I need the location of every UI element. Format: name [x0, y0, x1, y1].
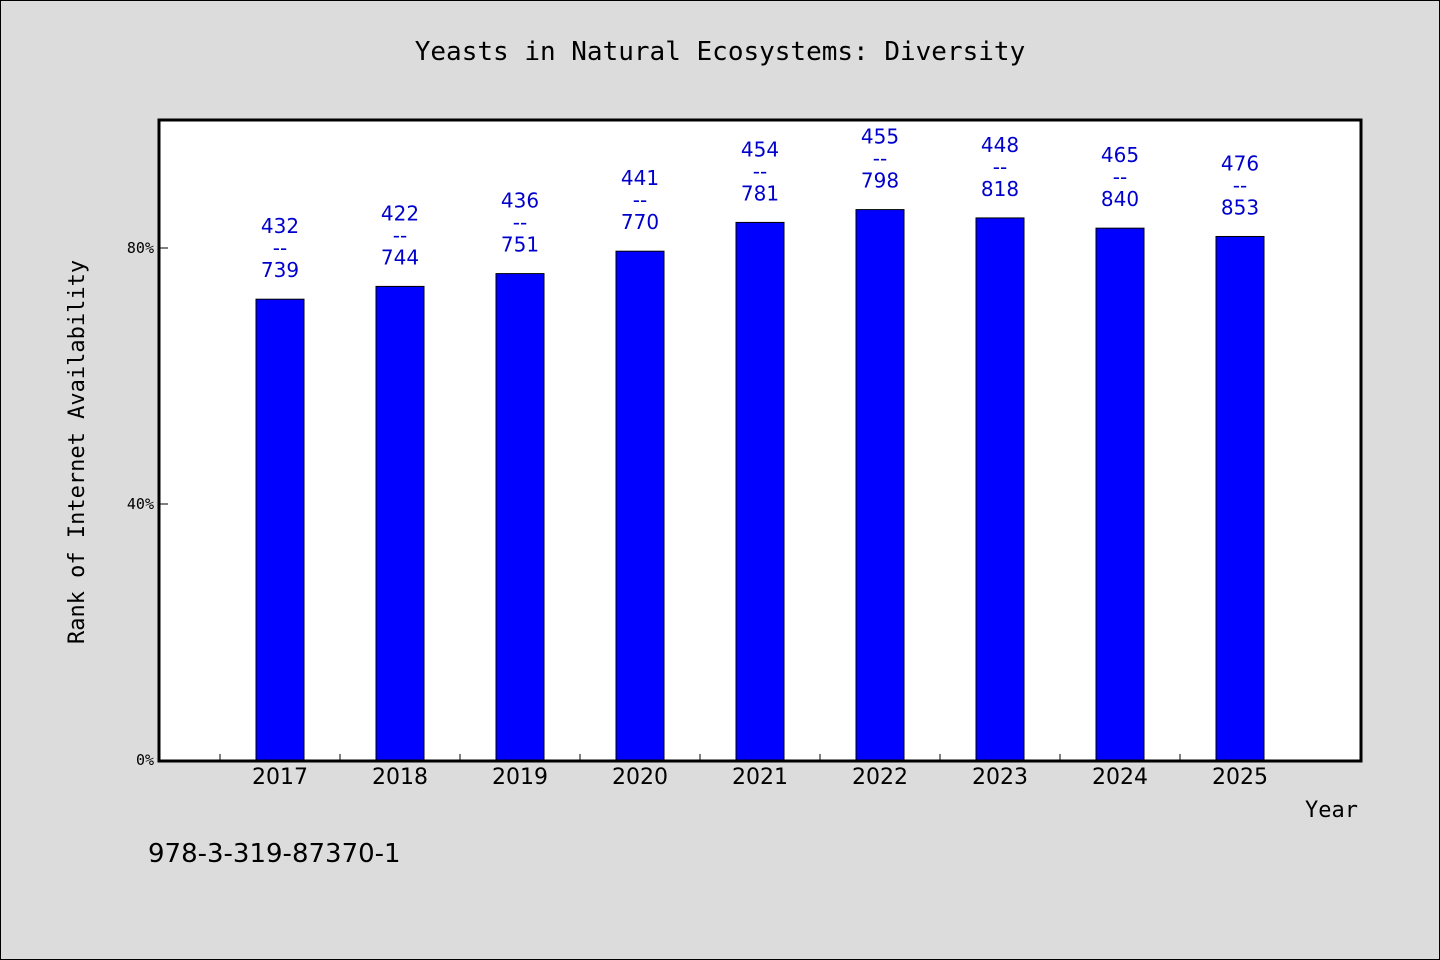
axis-ticks-layer: 2017 2018 2019 2020 2021 2022 2023 2024 2025 0% 40…	[127, 239, 1268, 790]
bar	[1095, 227, 1145, 761]
x-tick-label: 2019	[492, 765, 548, 790]
data-label-top: 432	[261, 214, 299, 238]
x-tick-label: 2023	[972, 765, 1028, 790]
data-label-separator: --	[273, 236, 287, 260]
x-tick-label: 2020	[612, 765, 668, 790]
data-label-top: 476	[1221, 151, 1259, 175]
data-label-bottom: 770	[621, 210, 659, 234]
bar	[975, 217, 1025, 761]
bars-layer	[255, 209, 1265, 761]
data-label-separator: --	[873, 147, 887, 171]
data-label-separator: --	[633, 188, 647, 212]
x-tick-label: 2018	[372, 765, 428, 790]
data-label-separator: --	[753, 159, 767, 183]
data-label-bottom: 781	[741, 181, 779, 205]
data-label-bottom: 818	[981, 177, 1019, 201]
data-label-separator: --	[1233, 173, 1247, 197]
data-label-bottom: 798	[861, 169, 899, 193]
bar	[495, 273, 545, 761]
bar	[1215, 235, 1265, 761]
y-tick-label: 80%	[127, 239, 154, 257]
y-tick-label: 40%	[127, 495, 154, 513]
bar	[255, 298, 305, 761]
x-tick-label: 2017	[252, 765, 308, 790]
data-label-top: 441	[621, 166, 659, 190]
bar	[735, 221, 785, 761]
data-label-top: 465	[1101, 143, 1139, 167]
data-label-top: 455	[861, 125, 899, 149]
data-label-bottom: 739	[261, 258, 299, 282]
data-label-top: 436	[501, 189, 539, 213]
data-label-bottom: 840	[1101, 187, 1139, 211]
data-label-top: 448	[981, 133, 1019, 157]
data-label-separator: --	[513, 211, 527, 235]
data-label-bottom: 853	[1221, 195, 1259, 219]
x-tick-label: 2022	[852, 765, 908, 790]
data-label-top: 454	[741, 137, 779, 161]
data-labels-layer: 432--739422--744436--751441--770454--781…	[261, 125, 1259, 283]
x-tick-label: 2025	[1212, 765, 1268, 790]
bar	[375, 285, 425, 761]
data-label-separator: --	[393, 223, 407, 247]
y-axis-label: Rank of Internet Availability	[65, 260, 90, 644]
bar	[855, 209, 905, 761]
x-axis-label: Year	[1305, 798, 1358, 823]
chart-title: Yeasts in Natural Ecosystems: Diversity	[415, 37, 1025, 67]
data-label-top: 422	[381, 201, 419, 225]
data-label-separator: --	[993, 155, 1007, 179]
x-tick-label: 2021	[732, 765, 788, 790]
data-label-separator: --	[1113, 165, 1127, 189]
data-label-bottom: 744	[381, 245, 419, 269]
data-label-bottom: 751	[501, 233, 539, 257]
y-tick-label: 0%	[136, 751, 154, 769]
footer-isbn: 978-3-319-87370-1	[148, 839, 401, 869]
x-tick-label: 2024	[1092, 765, 1148, 790]
bar	[615, 250, 665, 761]
